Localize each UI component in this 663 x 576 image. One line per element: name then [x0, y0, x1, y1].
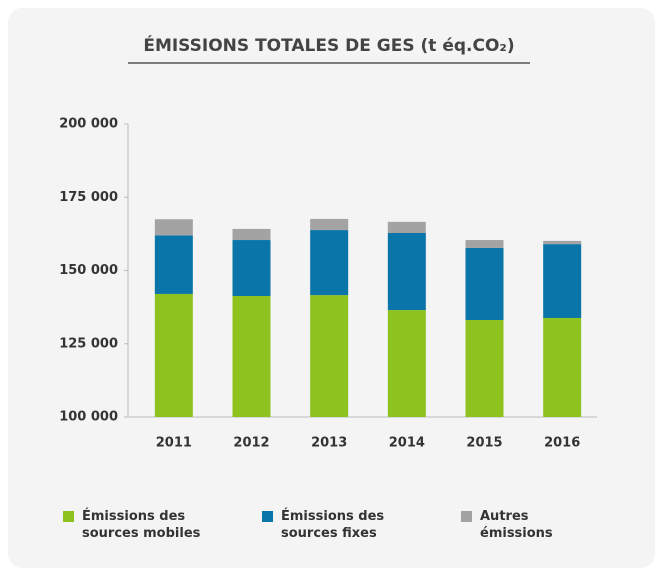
bar-segment [465, 240, 504, 248]
bar-segment [543, 317, 582, 417]
legend-swatch [63, 511, 74, 522]
legend-item: Autres émissions [461, 508, 600, 542]
bar-segment [310, 295, 349, 417]
y-tick-label: 150 000 [59, 263, 118, 278]
x-tick-label: 2014 [389, 436, 425, 451]
chart-title: ÉMISSIONS TOTALES DE GES (t éq.CO₂) [143, 34, 514, 56]
legend-swatch [461, 511, 472, 522]
bar-segment [387, 221, 426, 233]
bar-segment [465, 320, 504, 417]
legend-label: Émissions des sources mobiles [82, 509, 201, 541]
legend-item: Émissions des sources fixes [262, 508, 401, 542]
chart: ÉMISSIONS TOTALES DE GES (t éq.CO₂) 100 … [59, 34, 597, 451]
x-tick-label: 2012 [233, 436, 269, 451]
bar-segment [232, 240, 271, 296]
bar-segment [310, 230, 349, 296]
bar-segment [465, 247, 504, 321]
y-tick-label: 100 000 [59, 410, 118, 425]
y-tick-label: 125 000 [59, 336, 118, 351]
y-tick-label: 200 000 [59, 117, 118, 132]
legend-label: Autres émissions [480, 509, 553, 541]
bar-segment [543, 244, 582, 318]
x-tick-label: 2016 [544, 436, 580, 451]
bar-segment [154, 219, 193, 236]
bar-segment [232, 295, 271, 417]
bar-segment [154, 235, 193, 294]
y-tick-label: 175 000 [59, 190, 118, 205]
card: ÉMISSIONS TOTALES DE GES (t éq.CO₂) 100 … [8, 8, 655, 568]
bar-segment [387, 232, 426, 311]
legend-label: Émissions des sources fixes [281, 509, 385, 541]
bar-segment [387, 310, 426, 417]
bar-segment [543, 240, 582, 245]
bar-segment [154, 293, 193, 417]
bar-segment [310, 218, 349, 231]
bar-segment [232, 228, 271, 241]
legend-item: Émissions des sources mobiles [63, 508, 202, 542]
x-tick-label: 2013 [311, 436, 347, 451]
x-tick-label: 2011 [156, 436, 192, 451]
legend-swatch [262, 511, 273, 522]
x-tick-label: 2015 [466, 436, 502, 451]
